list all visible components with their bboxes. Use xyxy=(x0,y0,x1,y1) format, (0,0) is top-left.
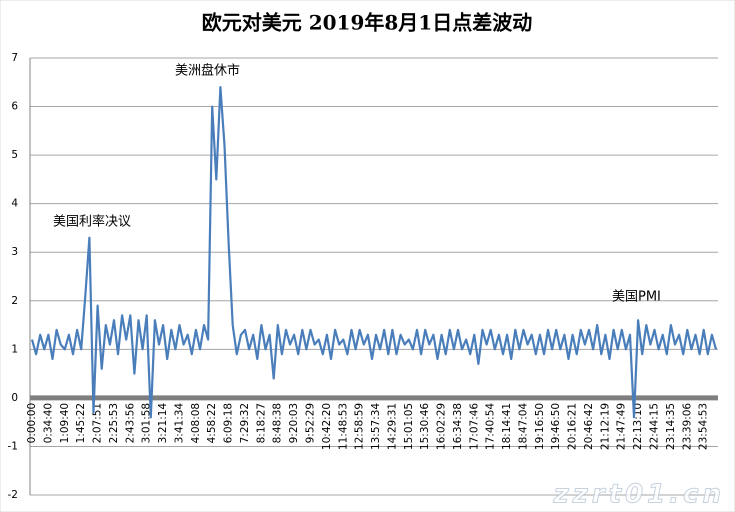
x-tick-label: 22:44:15 xyxy=(649,403,661,450)
y-tick-label: 6 xyxy=(11,101,18,113)
x-tick-label: 19:16:50 xyxy=(534,403,546,450)
x-tick-label: 16:34:38 xyxy=(452,403,464,450)
x-tick-label: 8:48:38 xyxy=(272,403,284,443)
x-tick-label: 4:08:08 xyxy=(190,403,202,443)
x-tick-label: 3:41:34 xyxy=(173,403,185,444)
y-tick-label: -1 xyxy=(8,440,18,452)
x-tick-label: 21:12:19 xyxy=(599,403,611,450)
x-tick-label: 11:48:53 xyxy=(337,403,349,450)
x-tick-label: 9:52:29 xyxy=(305,403,317,443)
x-tick-label: 0:34:40 xyxy=(42,403,54,443)
x-tick-label: 23:54:53 xyxy=(698,403,710,450)
annotation: 美国PMI xyxy=(612,290,661,305)
annotation: 美国利率决议 xyxy=(53,214,131,230)
x-tick-label: 23:39:06 xyxy=(681,403,693,450)
x-tick-label: 18:14:41 xyxy=(501,403,513,450)
x-tick-label: 17:07:46 xyxy=(468,403,480,450)
x-tick-label: 16:02:29 xyxy=(436,403,448,450)
x-tick-label: 21:47:49 xyxy=(616,403,628,450)
y-tick-label: -2 xyxy=(8,489,18,501)
watermark: zzrt01.cn xyxy=(553,480,726,510)
x-tick-label: 15:01:05 xyxy=(403,403,415,450)
x-tick-label: 18:47:04 xyxy=(517,403,529,450)
x-tick-label: 14:29:31 xyxy=(386,403,398,450)
x-tick-label: 13:57:34 xyxy=(370,403,382,450)
chart-title: 欧元对美元 2019年8月1日点差波动 xyxy=(202,11,532,35)
annotation: 美洲盘休市 xyxy=(175,63,240,79)
x-tick-label: 20:46:42 xyxy=(583,403,595,450)
y-tick-label: 2 xyxy=(11,295,18,307)
x-tick-label: 9:20:03 xyxy=(288,403,300,443)
x-tick-label: 0:00:00 xyxy=(26,403,38,443)
y-tick-label: 7 xyxy=(11,52,18,64)
y-tick-label: 0 xyxy=(11,392,18,404)
x-tick-label: 3:21:14 xyxy=(157,403,169,444)
x-tick-label: 8:18:27 xyxy=(255,403,267,443)
x-tick-label: 19:46:50 xyxy=(550,403,562,450)
x-tick-label: 2:25:53 xyxy=(108,403,120,443)
x-tick-label: 20:16:21 xyxy=(567,403,579,450)
x-tick-label: 17:40:54 xyxy=(485,403,497,450)
x-tick-label: 2:07:51 xyxy=(92,403,104,443)
x-tick-label: 1:09:40 xyxy=(59,403,71,443)
x-tick-label: 23:14:35 xyxy=(665,403,677,450)
x-tick-label: 15:30:46 xyxy=(419,403,431,450)
x-tick-label: 7:29:32 xyxy=(239,403,251,443)
x-tick-label: 4:58:22 xyxy=(206,403,218,443)
x-tick-label: 2:43:56 xyxy=(124,403,136,444)
x-tick-label: 12:58:59 xyxy=(354,403,366,450)
x-tick-label: 10:42:20 xyxy=(321,403,333,450)
series-line xyxy=(30,86,718,419)
y-tick-label: 5 xyxy=(11,149,18,161)
x-tick-label: 1:45:22 xyxy=(75,403,87,443)
x-tick-label: 6:09:18 xyxy=(223,403,235,443)
y-tick-label: 1 xyxy=(11,343,18,355)
y-tick-label: 3 xyxy=(11,246,18,258)
y-tick-label: 4 xyxy=(11,198,18,210)
